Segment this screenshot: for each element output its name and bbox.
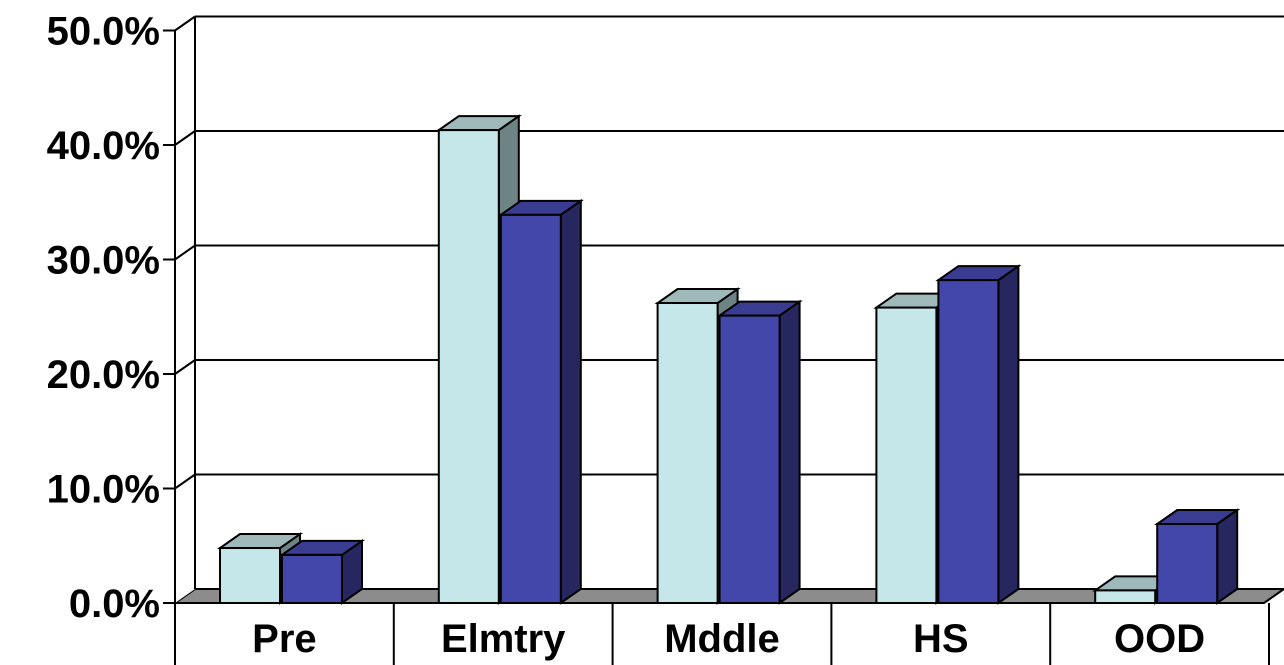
y-tick-label: 40.0% — [47, 124, 160, 168]
bar-mddle-series-2 — [716, 299, 803, 605]
gridline-diagonal — [174, 359, 196, 375]
category-label: OOD — [1114, 617, 1205, 661]
y-tick-label: 50.0% — [47, 10, 160, 54]
gridline-diagonal — [174, 244, 196, 261]
y-tick-label: 30.0% — [47, 239, 160, 283]
bar-hs-series-2 — [935, 264, 1022, 605]
y-tick-label: 10.0% — [47, 468, 160, 512]
category-label: HS — [913, 617, 969, 661]
gridline-diagonal — [174, 130, 196, 146]
bar-ood-series-2 — [1154, 508, 1241, 605]
gridlines — [174, 15, 1284, 490]
category-label: Mddle — [664, 617, 780, 661]
axes — [163, 16, 1270, 665]
gridline-diagonal — [174, 15, 196, 32]
bar-pre-series-2 — [278, 538, 366, 605]
bar-elmtry-series-2 — [497, 198, 584, 605]
gridline-diagonal — [174, 473, 196, 490]
bars — [216, 114, 1241, 605]
chart-wall — [175, 16, 195, 603]
y-tick-label: 0.0% — [69, 582, 160, 626]
category-label: Pre — [252, 617, 317, 661]
y-tick-labels: 0.0% 10.0% 20.0% 30.0% 40.0% 50.0% — [47, 10, 160, 627]
category-label: Elmtry — [441, 617, 566, 661]
y-tick-label: 20.0% — [47, 353, 160, 397]
side-wall — [175, 16, 195, 603]
category-labels: Pre Elmtry Mddle HS OOD — [252, 617, 1205, 661]
